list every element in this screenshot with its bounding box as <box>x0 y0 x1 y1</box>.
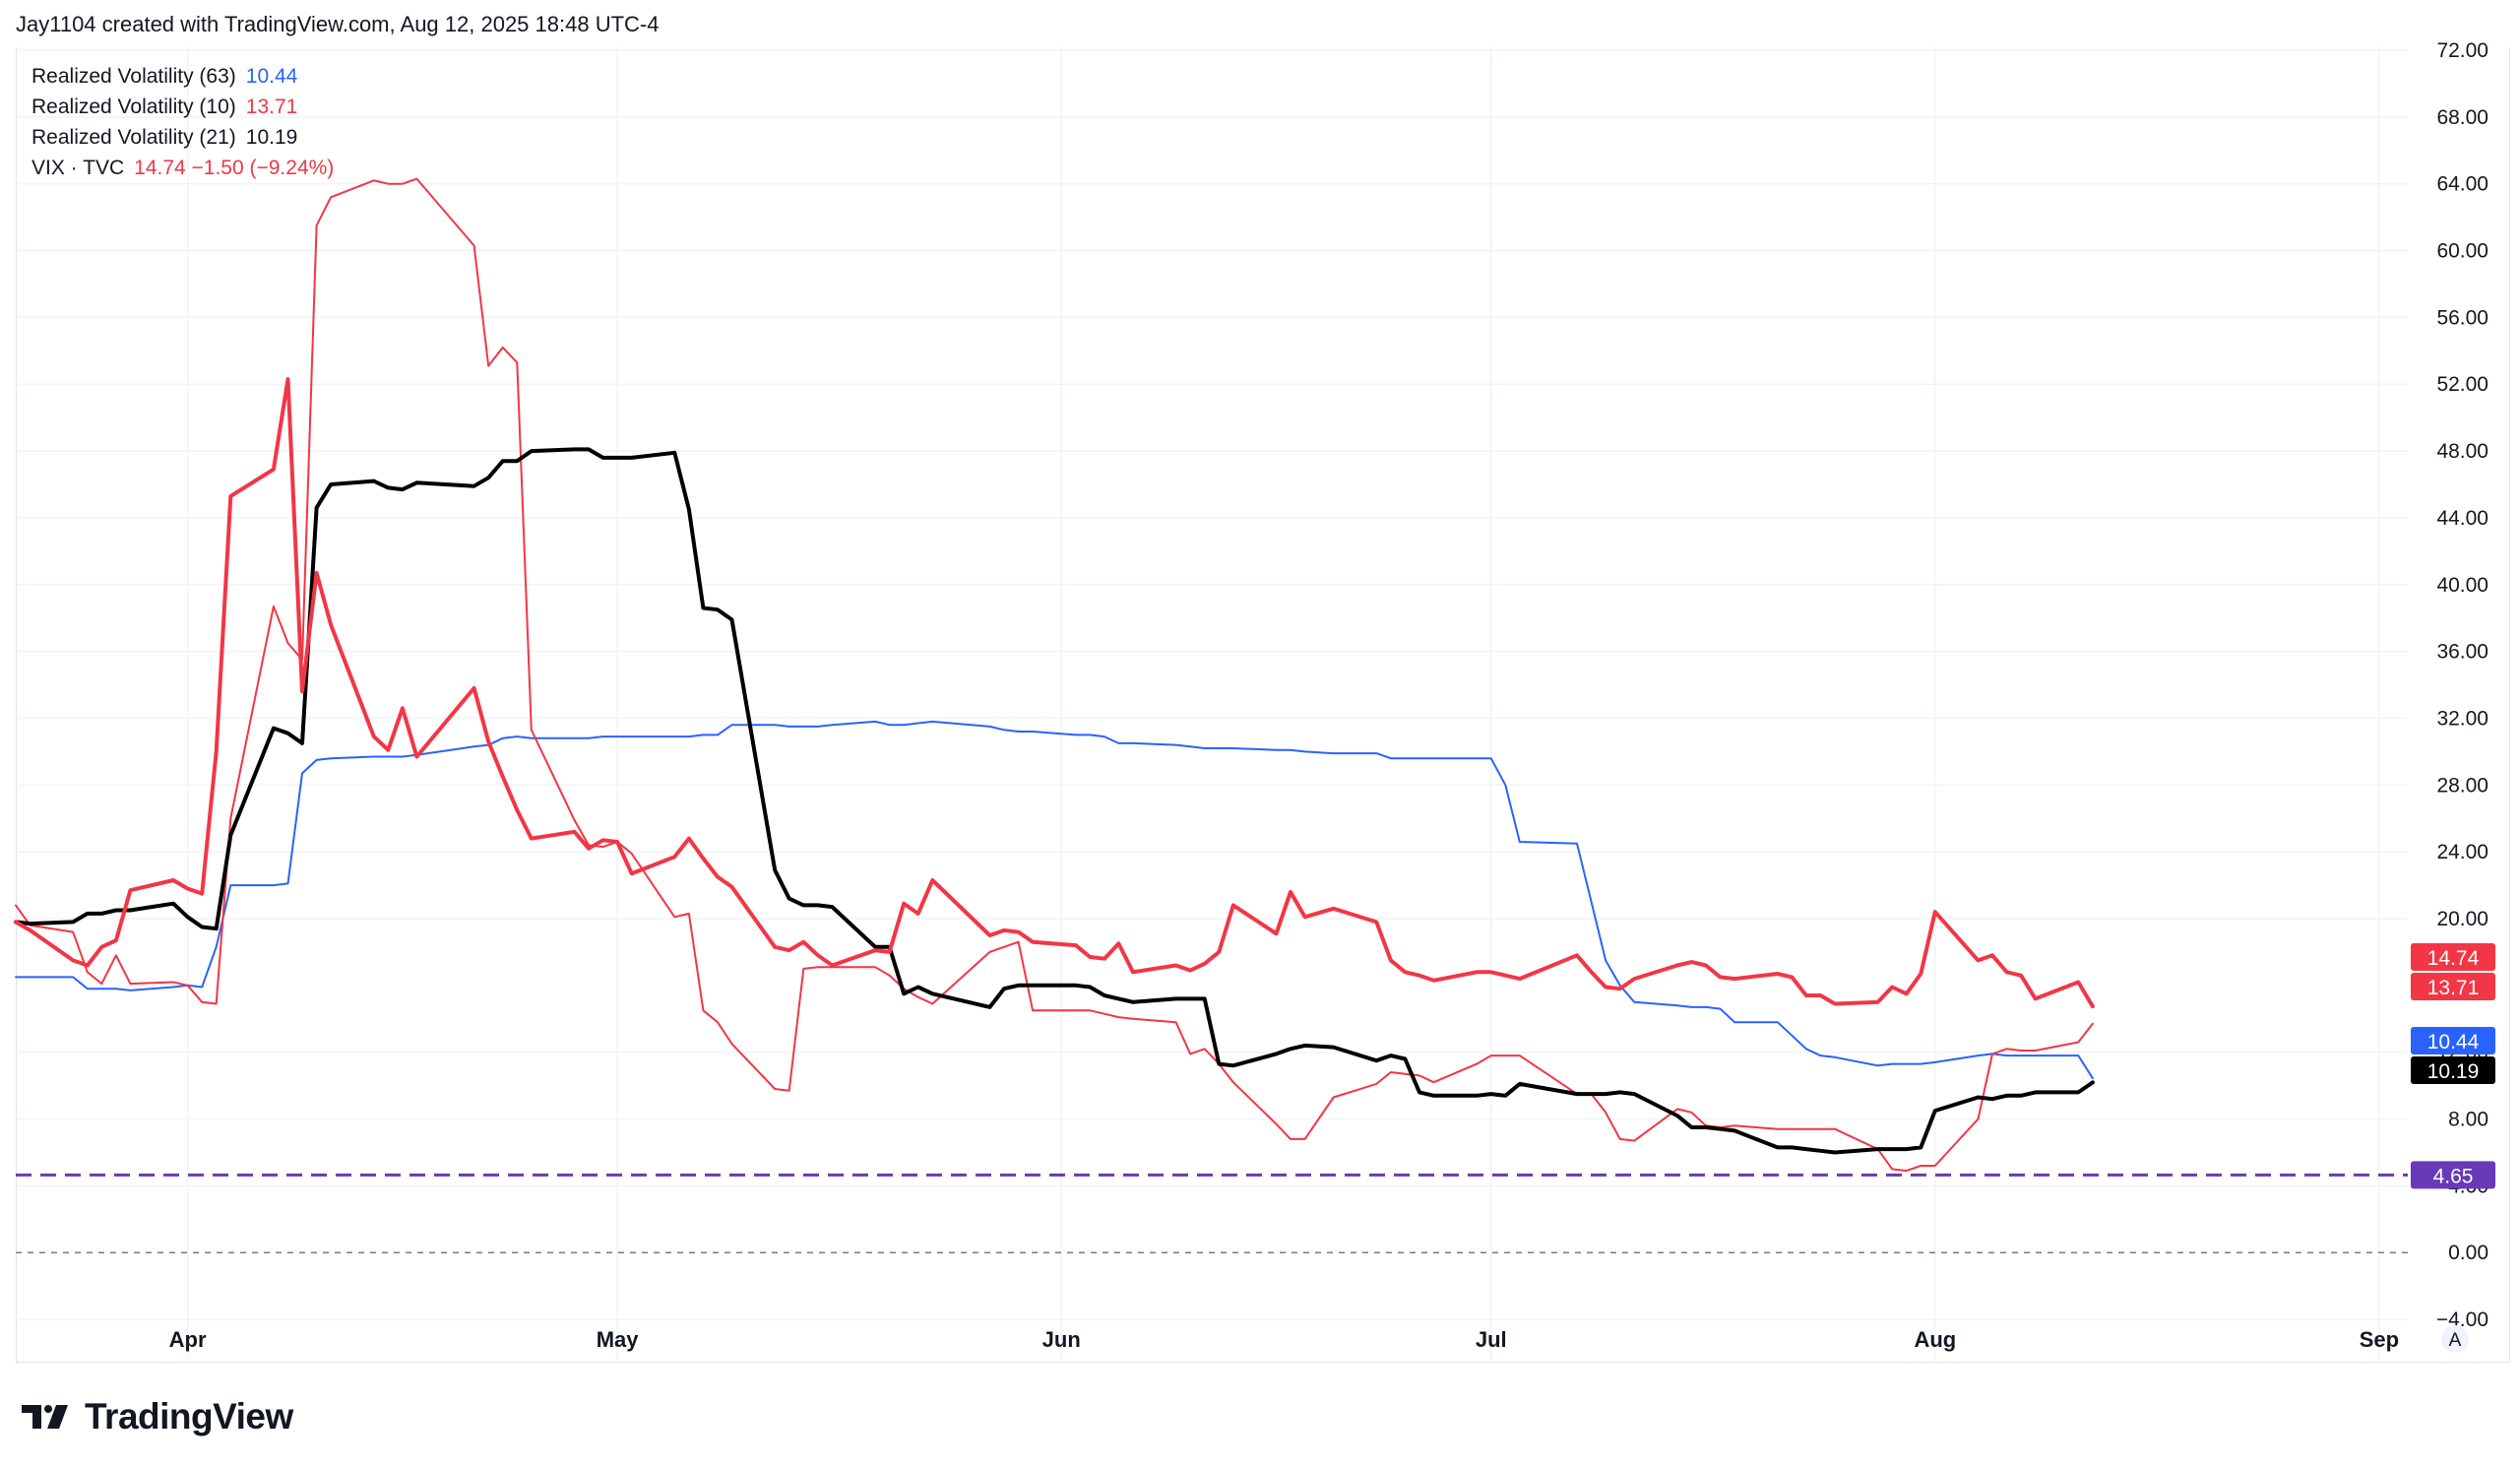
price-label: 10.44 <box>2411 1027 2495 1054</box>
y-tick-label: 8.00 <box>2448 1109 2488 1131</box>
y-tick-label: 64.00 <box>2436 173 2488 196</box>
y-tick-label: 0.00 <box>2448 1242 2488 1264</box>
price-label: 14.74 <box>2411 943 2495 971</box>
legend-label: Realized Volatility (10) <box>32 96 236 118</box>
chart-credit: Jay1104 created with TradingView.com, Au… <box>16 12 660 36</box>
y-tick-label: 68.00 <box>2436 106 2488 129</box>
x-tick-label: Jul <box>1476 1327 1507 1352</box>
legend: Realized Volatility (63) 10.44 Realized V… <box>32 61 334 183</box>
price-label-text: 13.71 <box>2427 977 2480 999</box>
price-label-text: 10.44 <box>2427 1031 2480 1054</box>
y-tick-label: 56.00 <box>2436 306 2488 329</box>
brand-name: TradingView <box>85 1396 293 1437</box>
legend-label: Realized Volatility (63) <box>32 65 236 88</box>
legend-item-rv10[interactable]: Realized Volatility (10) 13.71 <box>32 92 334 122</box>
series-line-0 <box>15 720 2094 1080</box>
price-label-box <box>2411 943 2495 971</box>
y-tick-label: 32.00 <box>2436 707 2488 730</box>
x-tick-label: Aug <box>1914 1327 1956 1352</box>
y-tick-label: 52.00 <box>2436 373 2488 396</box>
y-tick-label: 72.00 <box>2436 39 2488 62</box>
grid-layer <box>16 47 2408 1362</box>
auto-scale-bg <box>2441 1325 2469 1353</box>
auto-scale-button[interactable]: A <box>2441 1325 2469 1353</box>
legend-label: VIX · TVC <box>32 157 125 179</box>
reference-price-text: 4.65 <box>2433 1165 2474 1187</box>
reference-price-label: 4.65 <box>2411 1161 2495 1189</box>
series-layer <box>14 177 2095 1173</box>
legend-value: 13.71 <box>245 96 298 118</box>
auto-scale-label: A <box>2449 1330 2462 1351</box>
legend-item-rv63[interactable]: Realized Volatility (63) 10.44 <box>32 61 334 92</box>
y-tick-label: 60.00 <box>2436 240 2488 263</box>
legend-value: 14.74 −1.50 (−9.24%) <box>134 157 335 179</box>
y-tick-label: 24.00 <box>2436 841 2488 863</box>
price-label: 13.71 <box>2411 973 2495 1000</box>
y-tick-label: −4.00 <box>2436 1309 2488 1331</box>
y-tick-label: 20.00 <box>2436 908 2488 930</box>
chart-frame <box>16 47 2510 1363</box>
x-tick-label: May <box>597 1327 640 1352</box>
tradingview-logo-icon <box>22 1405 68 1429</box>
axis-layer: 72.00 68.00 64.00 60.00 56.00 52.00 48.00 44.00… <box>169 39 2495 1353</box>
price-label-box <box>2411 1027 2495 1054</box>
y-tick-label: 44.00 <box>2436 507 2488 530</box>
price-label-text: 10.19 <box>2427 1060 2480 1083</box>
y-tick-label: 48.00 <box>2436 440 2488 463</box>
price-label-box <box>2411 973 2495 1000</box>
legend-item-rv21[interactable]: Realized Volatility (21) 10.19 <box>32 122 334 153</box>
x-tick-label: Apr <box>169 1327 207 1352</box>
tradingview-brand[interactable]: TradingView <box>20 1396 293 1437</box>
y-tick-label: 40.00 <box>2436 574 2488 597</box>
series-line-3 <box>14 377 2095 1009</box>
y-tick-label: 36.00 <box>2436 641 2488 664</box>
y-tick-label: 28.00 <box>2436 774 2488 797</box>
x-tick-label: Sep <box>2360 1327 2399 1352</box>
x-tick-label: Jun <box>1042 1327 1081 1352</box>
legend-item-vix[interactable]: VIX · TVC 14.74 −1.50 (−9.24%) <box>32 153 334 183</box>
legend-label: Realized Volatility (21) <box>32 126 236 149</box>
legend-value: 10.19 <box>245 126 298 149</box>
reference-price-box <box>2411 1161 2495 1189</box>
price-label-text: 14.74 <box>2427 947 2480 970</box>
legend-value: 10.44 <box>245 65 298 88</box>
series-line-2 <box>14 447 2095 1155</box>
series-line-1 <box>15 177 2094 1173</box>
price-label: 10.19 <box>2411 1056 2495 1084</box>
price-label-box <box>2411 1056 2495 1084</box>
